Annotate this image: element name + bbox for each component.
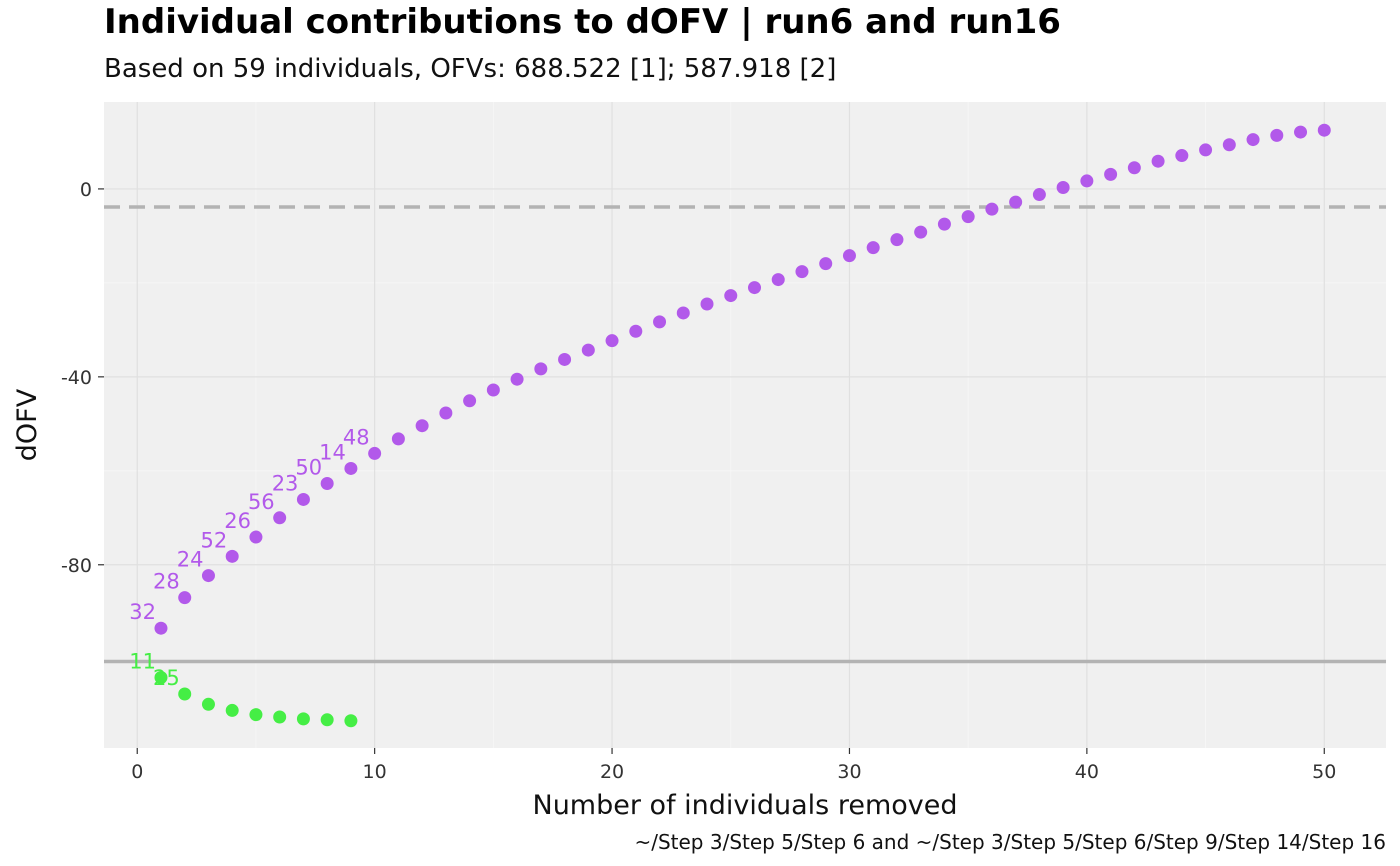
data-point bbox=[842, 249, 856, 263]
data-point bbox=[249, 530, 263, 544]
x-axis-ticks: 0 10 20 30 40 50 bbox=[131, 748, 1336, 783]
data-point bbox=[1199, 143, 1213, 157]
y-axis-title: dOFV bbox=[12, 388, 43, 461]
data-point bbox=[296, 712, 310, 726]
data-point bbox=[1270, 128, 1284, 142]
point-label: 50 bbox=[295, 455, 322, 479]
point-label: 23 bbox=[272, 471, 299, 495]
data-point bbox=[914, 225, 928, 239]
data-point bbox=[1127, 161, 1141, 175]
grid-lines bbox=[104, 102, 1386, 748]
y-tick-label: -80 bbox=[61, 555, 92, 577]
y-tick-label: 0 bbox=[80, 179, 92, 201]
point-label: 48 bbox=[343, 425, 370, 449]
chart-caption: ~/Step 3/Step 5/Step 6 and ~/Step 3/Step… bbox=[634, 830, 1386, 854]
data-point bbox=[1032, 188, 1046, 202]
point-label: 52 bbox=[200, 528, 227, 552]
data-point bbox=[534, 362, 548, 376]
x-tick-label: 50 bbox=[1312, 761, 1336, 783]
data-point bbox=[747, 281, 761, 295]
data-point bbox=[558, 352, 572, 366]
x-tick-label: 30 bbox=[837, 761, 861, 783]
point-label: 25 bbox=[153, 666, 180, 690]
data-point bbox=[1151, 154, 1165, 168]
data-point bbox=[653, 315, 667, 329]
point-label: 14 bbox=[319, 440, 346, 464]
data-point bbox=[1317, 123, 1331, 137]
data-point bbox=[676, 306, 690, 320]
data-point bbox=[439, 406, 453, 420]
data-point bbox=[344, 461, 358, 475]
data-point bbox=[296, 492, 310, 506]
data-point bbox=[391, 432, 405, 446]
data-point bbox=[154, 671, 168, 685]
data-point bbox=[154, 621, 168, 635]
data-point bbox=[249, 708, 263, 722]
point-label: 11 bbox=[129, 650, 156, 674]
data-points bbox=[154, 123, 1331, 728]
data-point bbox=[700, 297, 714, 311]
data-point bbox=[1080, 174, 1094, 188]
data-point bbox=[273, 511, 287, 525]
chart-title: Individual contributions to dOFV | run6 … bbox=[104, 2, 1061, 42]
reference-lines bbox=[104, 205, 1386, 664]
data-point bbox=[344, 714, 358, 728]
data-point bbox=[273, 710, 287, 724]
data-point bbox=[201, 569, 215, 583]
data-point bbox=[225, 549, 239, 563]
data-point bbox=[605, 334, 619, 348]
data-point bbox=[320, 476, 334, 490]
data-point bbox=[415, 419, 429, 433]
data-point bbox=[178, 687, 192, 701]
data-point bbox=[201, 697, 215, 711]
plot-panel bbox=[104, 102, 1386, 748]
data-point bbox=[985, 202, 999, 216]
x-tick-label: 40 bbox=[1075, 761, 1099, 783]
data-point bbox=[225, 703, 239, 717]
x-tick-label: 20 bbox=[600, 761, 624, 783]
chart-subtitle: Based on 59 individuals, OFVs: 688.522 [… bbox=[104, 54, 837, 84]
data-point bbox=[819, 257, 833, 271]
point-label: 26 bbox=[224, 509, 251, 533]
data-point bbox=[866, 241, 880, 255]
data-point bbox=[771, 273, 785, 287]
data-point bbox=[486, 383, 500, 397]
data-point bbox=[890, 233, 904, 247]
point-label: 32 bbox=[129, 600, 156, 624]
x-axis-title: Number of individuals removed bbox=[533, 790, 958, 821]
data-point bbox=[510, 372, 524, 386]
data-point bbox=[724, 289, 738, 303]
data-point bbox=[1294, 125, 1308, 139]
data-point bbox=[581, 343, 595, 357]
data-point bbox=[178, 591, 192, 605]
point-label: 56 bbox=[248, 490, 275, 514]
point-label: 28 bbox=[153, 570, 180, 594]
data-point bbox=[1222, 138, 1236, 152]
data-point bbox=[1009, 195, 1023, 209]
data-point bbox=[937, 217, 951, 231]
data-point bbox=[368, 446, 382, 460]
data-point bbox=[1175, 149, 1189, 163]
x-tick-label: 10 bbox=[363, 761, 387, 783]
point-label: 24 bbox=[177, 548, 204, 572]
x-tick-label: 0 bbox=[131, 761, 143, 783]
y-axis-ticks: 0 -40 -80 bbox=[61, 179, 104, 577]
data-point bbox=[320, 713, 334, 727]
data-point bbox=[629, 324, 643, 338]
data-point bbox=[795, 265, 809, 279]
data-point bbox=[1056, 181, 1070, 195]
data-point bbox=[463, 394, 477, 408]
y-tick-label: -40 bbox=[61, 367, 92, 389]
data-point bbox=[1246, 133, 1260, 147]
data-point bbox=[1104, 167, 1118, 181]
data-point bbox=[961, 210, 975, 224]
